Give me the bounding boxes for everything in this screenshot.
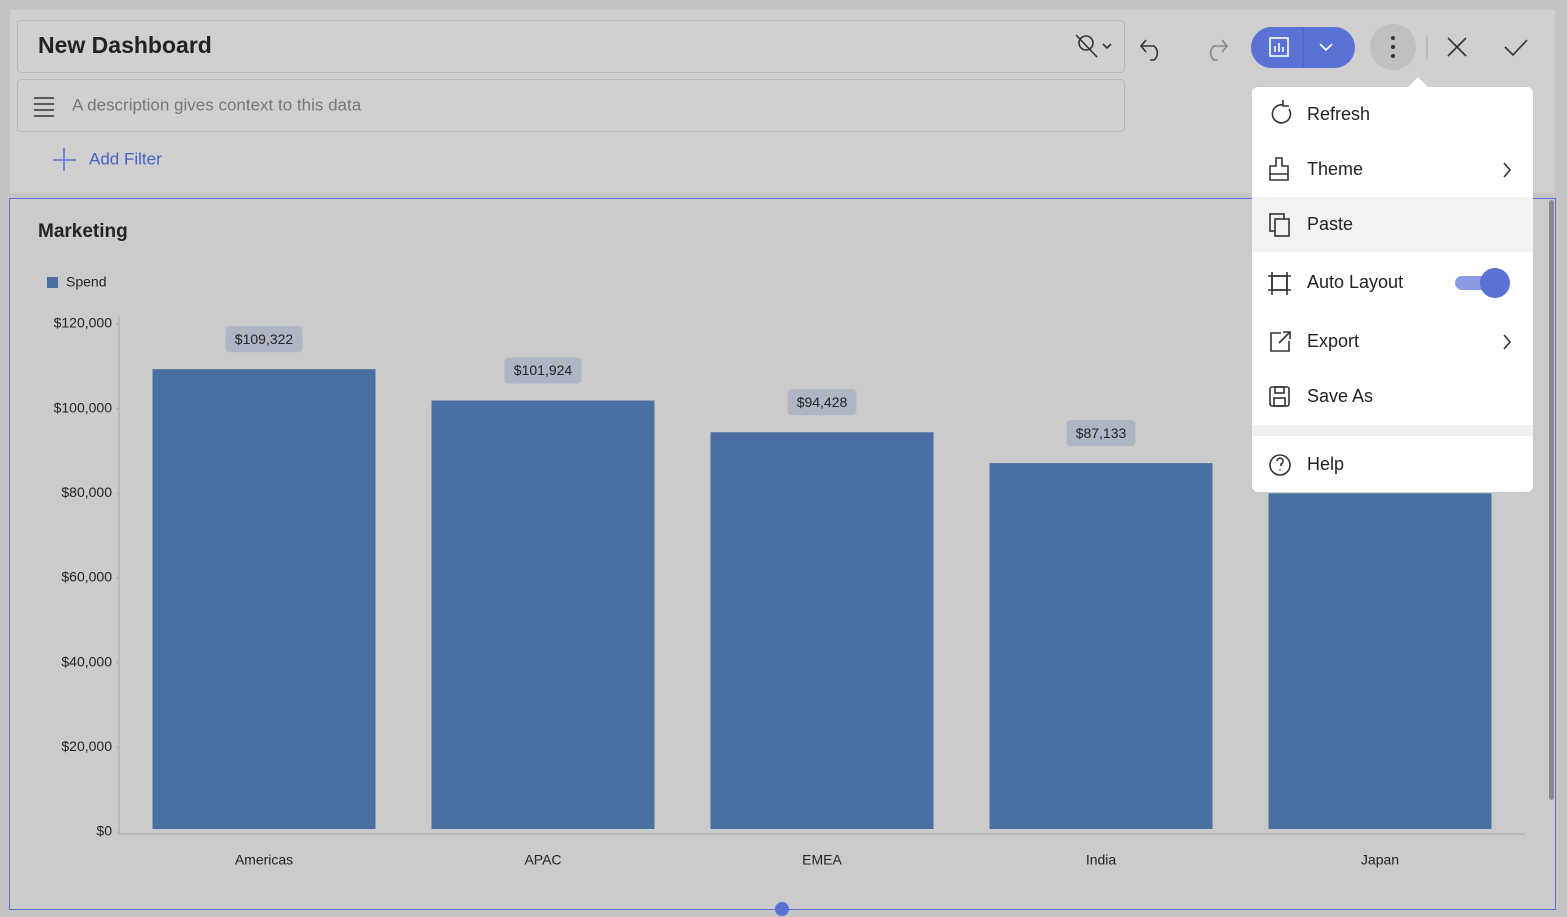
value-label: $109,322 <box>235 331 294 347</box>
bar <box>152 369 376 829</box>
menu-item[interactable]: Export <box>1307 331 1359 351</box>
toggle-knob[interactable] <box>1480 268 1510 298</box>
paste-icon <box>1269 213 1290 237</box>
bar <box>989 463 1213 829</box>
submenu-arrow <box>1503 334 1512 350</box>
scrollbar <box>1549 200 1554 800</box>
help-icon <box>1269 454 1291 476</box>
add-filter-icon[interactable] <box>53 148 76 171</box>
undo-button[interactable] <box>1139 39 1159 61</box>
bar <box>431 400 655 829</box>
export-icon <box>1270 331 1291 352</box>
menu-hover <box>1252 197 1533 252</box>
help-dot <box>1279 469 1281 471</box>
x-tick-label: EMEA <box>802 852 842 868</box>
menu-panel <box>1252 87 1533 492</box>
add-filter[interactable]: Add Filter <box>89 149 162 168</box>
visibility-icon[interactable] <box>1075 34 1112 58</box>
x-tick-label: Japan <box>1361 852 1399 868</box>
menu-caret <box>1407 77 1429 88</box>
refresh-icon <box>1271 100 1292 124</box>
menu-item[interactable]: Save As <box>1307 386 1373 406</box>
dashboard-title[interactable]: New Dashboard <box>38 32 212 58</box>
add-visualization-icon <box>1269 37 1289 57</box>
chart-title: Marketing <box>38 221 128 242</box>
y-tick-label: $20,000 <box>61 738 112 754</box>
menu-item[interactable]: Paste <box>1307 214 1353 234</box>
y-tick-label: $0 <box>96 823 112 839</box>
menu-divider <box>1252 425 1533 436</box>
plot: $0 $20,000 $40,000 $60,000 $80,000 $100,000 $1… <box>47 277 1525 868</box>
bar <box>1268 493 1492 829</box>
value-label-bg <box>504 357 582 384</box>
description-icon <box>34 97 54 117</box>
x-tick-label: Americas <box>235 852 293 868</box>
dropdown-icon[interactable] <box>1319 43 1333 52</box>
y-tick-label: $120,000 <box>54 315 113 331</box>
close-button[interactable] <box>1447 37 1467 57</box>
submenu-arrow <box>1503 162 1512 178</box>
value-label: $87,133 <box>1076 425 1127 441</box>
menu-item[interactable]: Help <box>1307 454 1344 474</box>
confirm-button[interactable] <box>1504 39 1528 57</box>
x-tick-label: India <box>1086 852 1117 868</box>
menu-item[interactable]: Auto Layout <box>1307 272 1403 292</box>
auto-layout-icon <box>1268 272 1291 295</box>
save-as-icon <box>1269 386 1290 407</box>
legend-label: Spend <box>66 274 106 290</box>
value-label-bg <box>1066 420 1136 447</box>
y-tick-label: $40,000 <box>61 653 112 669</box>
legend-swatch <box>47 277 58 288</box>
description-placeholder[interactable]: A description gives context to this data <box>72 95 362 114</box>
y-tick-label: $100,000 <box>54 399 113 415</box>
more-icon <box>1391 36 1395 58</box>
value-label-bg <box>787 389 857 416</box>
resize-handle[interactable] <box>775 902 789 916</box>
value-label-bg <box>225 326 303 353</box>
y-tick-label: $60,000 <box>61 569 112 585</box>
description-box[interactable] <box>17 79 1125 132</box>
title-box[interactable] <box>17 20 1125 73</box>
bar <box>710 432 934 829</box>
value-label: $94,428 <box>797 394 848 410</box>
y-tick-label: $80,000 <box>61 484 112 500</box>
menu-item[interactable]: Refresh <box>1307 104 1370 124</box>
theme-icon <box>1269 157 1289 181</box>
x-tick-label: APAC <box>524 852 561 868</box>
menu: Refresh Theme Paste Auto Layout Export S… <box>1252 77 1533 492</box>
value-label: $101,924 <box>514 362 573 378</box>
redo-button[interactable] <box>1209 39 1229 61</box>
menu-item[interactable]: Theme <box>1307 159 1363 179</box>
